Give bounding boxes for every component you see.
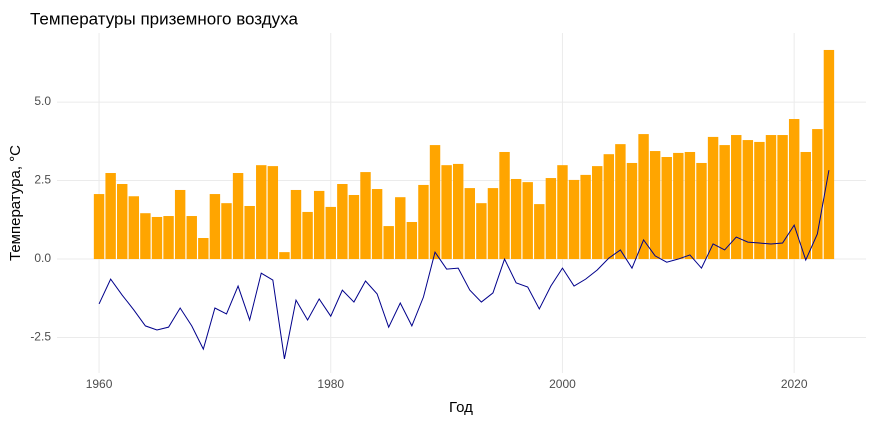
bar [603, 154, 615, 260]
bar [337, 184, 348, 260]
bar [383, 226, 394, 260]
bar [290, 189, 302, 260]
bar [395, 197, 406, 260]
bar [209, 194, 221, 260]
bar [592, 166, 603, 260]
bar [812, 129, 823, 260]
bar [221, 203, 232, 260]
bar [256, 165, 267, 260]
bar [510, 178, 522, 260]
y-tick-label: 0.0 [34, 251, 51, 265]
bar [673, 152, 684, 260]
chart-title: Температуры приземного воздуха [30, 9, 298, 28]
bar [661, 157, 672, 260]
bar [198, 238, 209, 260]
bar [429, 145, 441, 260]
bar [777, 135, 788, 260]
bar [464, 188, 475, 260]
bar [140, 213, 151, 260]
bar [418, 184, 429, 260]
bar [186, 216, 197, 260]
y-tick-label: -2.5 [30, 330, 51, 344]
x-tick-label: 2000 [549, 377, 576, 391]
bar [696, 162, 707, 260]
bar [325, 206, 336, 260]
bar [823, 49, 835, 260]
bar [649, 151, 661, 260]
bar [626, 162, 638, 260]
bar [117, 184, 128, 260]
bar [163, 216, 174, 260]
bar [534, 204, 545, 260]
bar [441, 165, 452, 260]
bar [568, 179, 580, 260]
bar [719, 145, 730, 260]
bar [93, 194, 105, 260]
y-axis-label: Температура, °C [7, 145, 24, 261]
bar [545, 178, 557, 260]
bar [128, 196, 140, 260]
y-tick-label: 2.5 [34, 173, 51, 187]
bar [406, 221, 418, 260]
bar [302, 211, 313, 260]
bar [754, 141, 765, 260]
bar [731, 135, 742, 260]
bar [638, 134, 649, 260]
bar [267, 166, 279, 260]
line [98, 170, 830, 359]
bar [279, 252, 290, 260]
bar [522, 182, 533, 260]
bar [151, 216, 163, 260]
bar [742, 140, 754, 260]
bar [360, 172, 371, 260]
bar [765, 135, 777, 260]
bar [452, 163, 464, 260]
bar [557, 165, 568, 260]
bar [800, 151, 811, 260]
bar [707, 136, 719, 260]
bar [487, 188, 499, 260]
x-tick-label: 2020 [781, 377, 808, 391]
bar [348, 194, 360, 260]
bar [174, 189, 186, 260]
x-tick-label: 1980 [317, 377, 344, 391]
bar [499, 151, 510, 260]
bar [244, 205, 255, 260]
bar [313, 190, 325, 260]
bar [615, 144, 626, 260]
bar [232, 173, 244, 260]
bar [105, 173, 116, 260]
x-axis-label: Год [449, 399, 473, 416]
bar [788, 119, 800, 260]
bar [580, 174, 591, 260]
bar [684, 151, 696, 260]
y-tick-label: 5.0 [34, 94, 51, 108]
bar [371, 189, 383, 260]
bar [476, 203, 487, 260]
x-tick-label: 1960 [86, 377, 113, 391]
